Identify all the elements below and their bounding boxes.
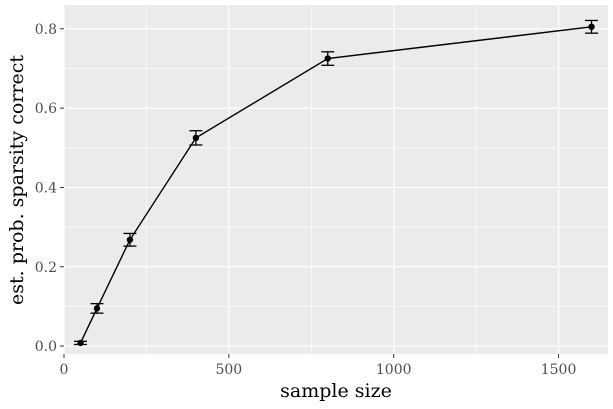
y-tick-label: 0.4 xyxy=(35,180,57,196)
data-point xyxy=(93,305,101,312)
y-tick-label: 0.8 xyxy=(35,22,57,38)
x-tick-label: 500 xyxy=(215,362,242,378)
data-point xyxy=(126,236,134,243)
x-tick-label: 0 xyxy=(60,362,69,378)
data-points xyxy=(77,23,595,347)
plot-panel xyxy=(64,5,608,354)
data-point xyxy=(77,339,84,347)
data-point xyxy=(588,23,595,31)
y-axis-ticks xyxy=(60,28,64,347)
y-axis-title: est. prob. sparsity correct xyxy=(6,55,28,305)
x-axis-tick-labels: 0 500 1000 1500 xyxy=(60,362,577,378)
x-tick-label: 1000 xyxy=(376,362,412,378)
x-tick-label: 1500 xyxy=(541,362,577,378)
x-axis-ticks xyxy=(63,354,560,358)
minor-gridlines xyxy=(64,5,608,354)
y-tick-label: 0.2 xyxy=(35,260,57,276)
data-point xyxy=(324,55,331,62)
x-axis-title: sample size xyxy=(280,380,392,402)
series-line xyxy=(79,26,592,344)
y-axis-tick-labels: 0.0 0.2 0.4 0.6 0.8 xyxy=(35,22,57,355)
data-point xyxy=(192,134,200,142)
y-tick-label: 0.6 xyxy=(35,101,57,117)
major-gridlines xyxy=(63,5,608,354)
y-tick-label: 0.0 xyxy=(35,339,57,355)
